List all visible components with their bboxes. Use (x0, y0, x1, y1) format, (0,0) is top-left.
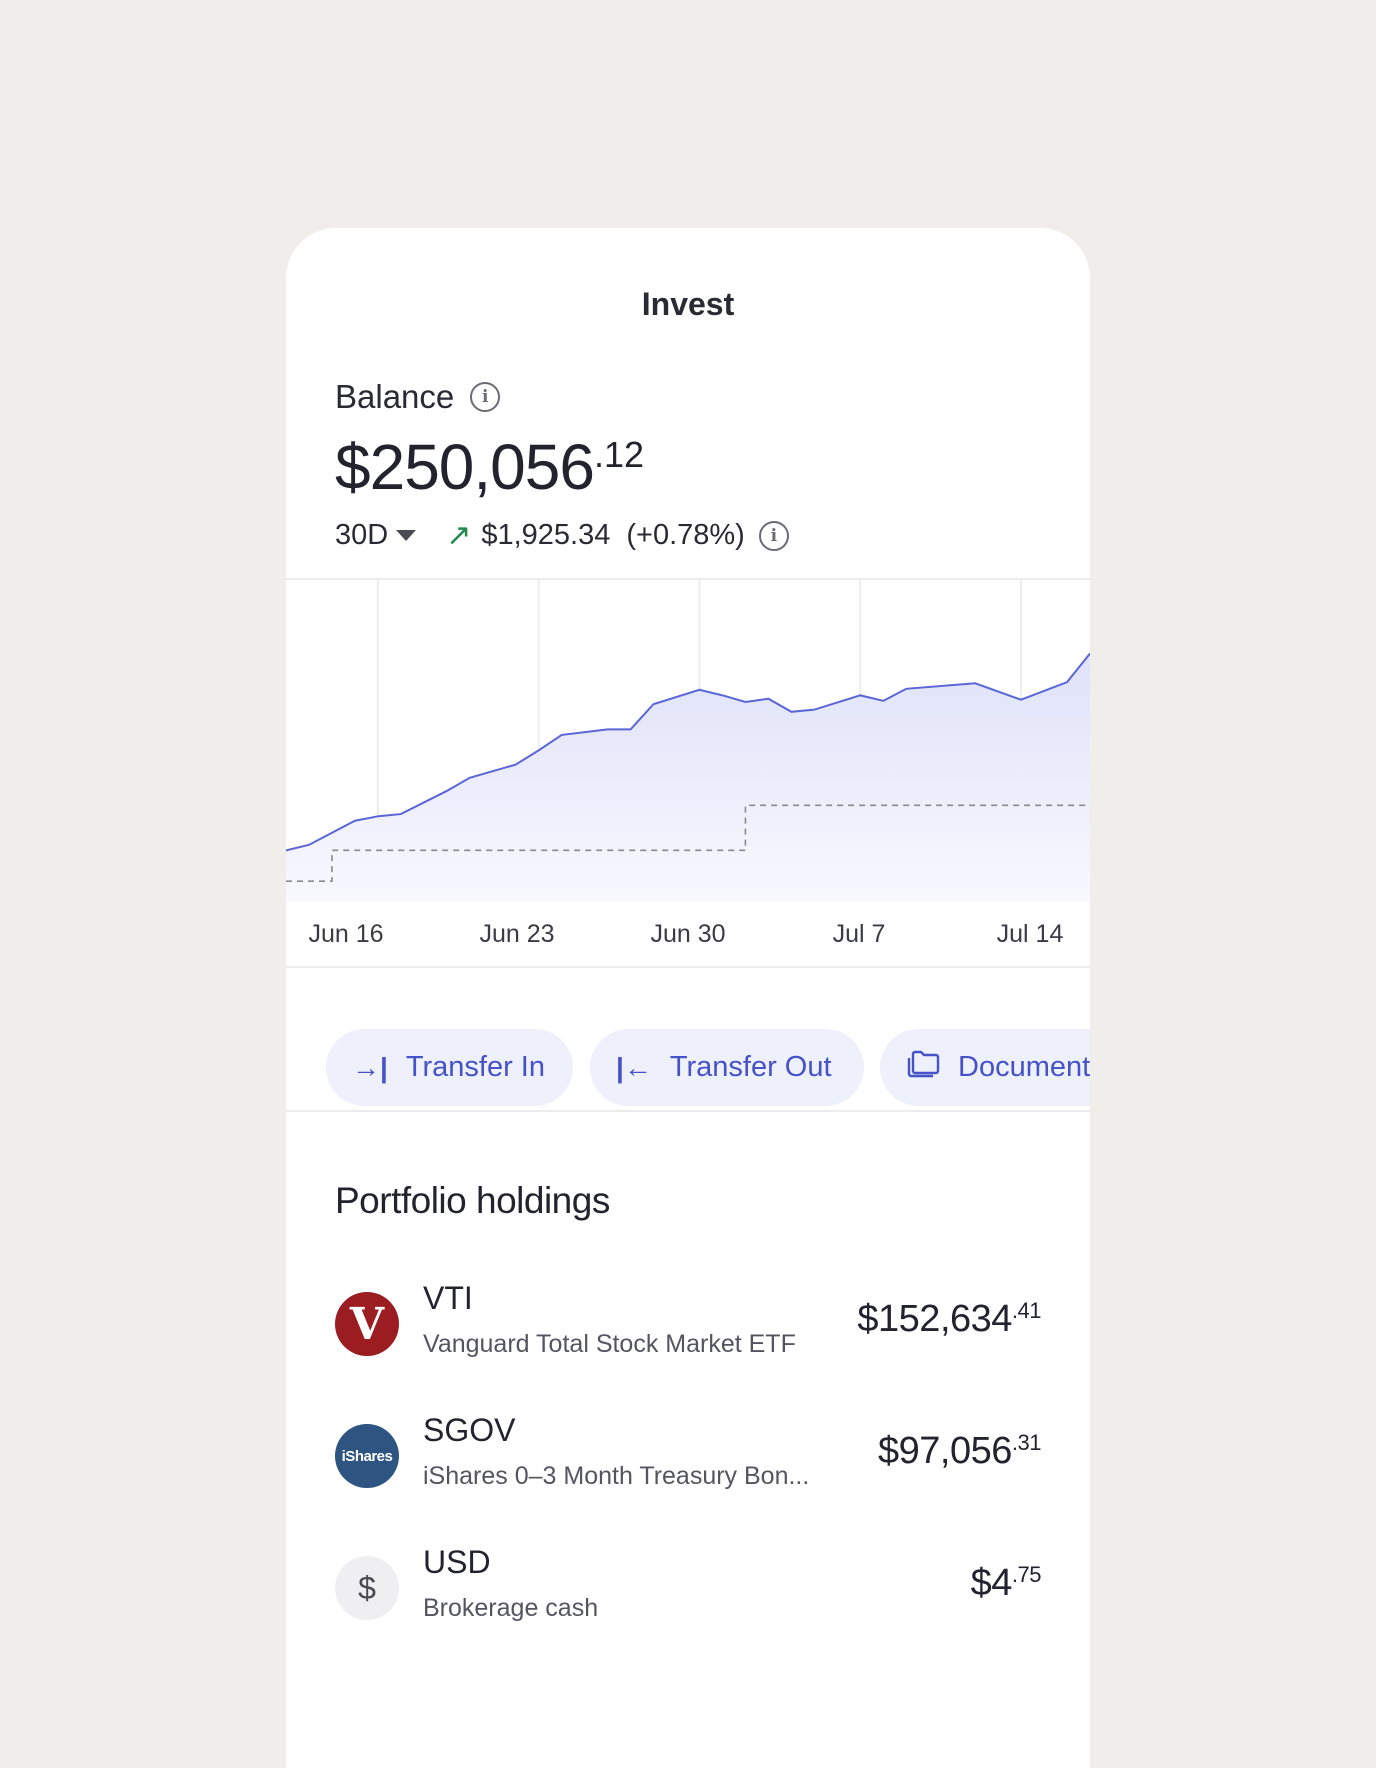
action-bar: →| Transfer In |← Transfer Out Documents (286, 1000, 1090, 1112)
holding-ticker: VTI (423, 1280, 473, 1317)
balance-cents: .12 (594, 434, 644, 475)
holding-value-whole: $4 (971, 1562, 1012, 1604)
performance-row: 30D ↗ $1,925.34 (+0.78%) i (335, 518, 789, 553)
holding-value-whole: $152,634 (857, 1298, 1012, 1340)
button-label: Transfer Out (670, 1051, 832, 1084)
holding-value-whole: $97,056 (878, 1430, 1012, 1472)
balance-amount: $250,056.12 (335, 430, 644, 504)
page-title: Invest (0, 286, 1376, 323)
period-selector[interactable]: 30D (335, 519, 388, 552)
holdings-title: Portfolio holdings (335, 1180, 610, 1222)
info-icon[interactable]: i (759, 521, 789, 551)
logo-text: $ (358, 1570, 376, 1607)
x-tick-label: Jun 30 (650, 920, 725, 949)
arrow-left-from-bar-icon: |← (616, 1052, 652, 1084)
holding-value: $152,634.41 (857, 1298, 1041, 1341)
vanguard-logo: V (335, 1292, 399, 1356)
holding-ticker: USD (423, 1544, 491, 1581)
logo-text: iShares (342, 1448, 393, 1465)
holding-row[interactable]: iShares SGOV iShares 0–3 Month Treasury B… (335, 1412, 1041, 1502)
invest-card: Balance i $250,056.12 30D ↗ $1,925.34 (+… (286, 228, 1090, 1768)
holding-value-cents: .31 (1012, 1430, 1041, 1455)
transfer-out-button[interactable]: |← Transfer Out (590, 1029, 864, 1106)
x-tick-label: Jun 23 (479, 920, 554, 949)
holding-row[interactable]: $ USD Brokerage cash $4.75 (335, 1544, 1041, 1634)
holding-value-cents: .75 (1012, 1562, 1041, 1587)
caret-down-icon[interactable] (396, 530, 416, 541)
holding-name: Vanguard Total Stock Market ETF (423, 1330, 796, 1359)
x-tick-label: Jul 14 (997, 920, 1064, 949)
button-label: Documents (958, 1051, 1090, 1084)
ishares-logo: iShares (335, 1424, 399, 1488)
documents-button[interactable]: Documents (880, 1029, 1090, 1106)
holding-row[interactable]: V VTI Vanguard Total Stock Market ETF $15… (335, 1280, 1041, 1370)
x-tick-label: Jul 7 (833, 920, 886, 949)
balance-chart[interactable]: Jun 16 Jun 23 Jun 30 Jul 7 Jul 14 (286, 578, 1090, 968)
holding-value-cents: .41 (1012, 1298, 1041, 1323)
balance-label: Balance (335, 378, 454, 416)
chart-svg (286, 580, 1090, 902)
change-amount: $1,925.34 (481, 519, 610, 552)
transfer-in-button[interactable]: →| Transfer In (326, 1029, 573, 1106)
balance-whole: $250,056 (335, 431, 594, 503)
folder-icon (906, 1050, 940, 1085)
button-label: Transfer In (406, 1051, 545, 1084)
change-percent: (+0.78%) (626, 519, 744, 552)
dollar-icon: $ (335, 1556, 399, 1620)
holding-value: $97,056.31 (878, 1430, 1041, 1473)
x-tick-label: Jun 16 (308, 920, 383, 949)
arrow-up-right-icon: ↗ (446, 518, 471, 553)
area-fill (286, 654, 1090, 902)
holding-value: $4.75 (971, 1562, 1041, 1605)
holding-name: Brokerage cash (423, 1594, 598, 1623)
arrow-right-to-bar-icon: →| (352, 1052, 388, 1084)
holding-ticker: SGOV (423, 1412, 515, 1449)
holding-name: iShares 0–3 Month Treasury Bon... (423, 1462, 809, 1491)
balance-label-group: Balance i (335, 378, 500, 416)
info-icon[interactable]: i (470, 382, 500, 412)
logo-text: V (350, 1299, 384, 1350)
